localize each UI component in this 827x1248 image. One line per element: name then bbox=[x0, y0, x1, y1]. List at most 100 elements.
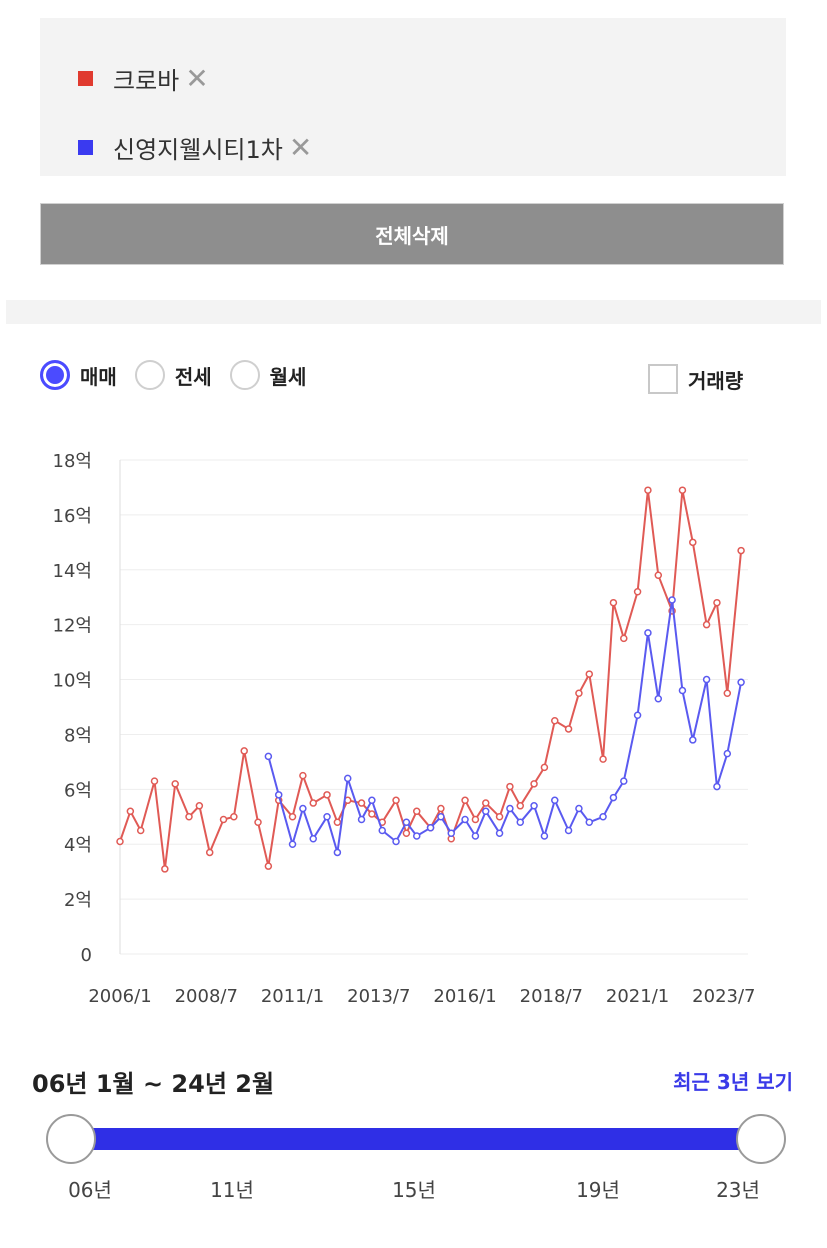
remove-icon[interactable]: ✕ bbox=[185, 61, 209, 95]
data-point bbox=[343, 774, 352, 783]
data-point bbox=[644, 486, 652, 494]
data-point bbox=[437, 813, 445, 821]
data-point bbox=[575, 689, 583, 698]
data-point bbox=[150, 777, 159, 785]
volume-checkbox[interactable] bbox=[648, 364, 678, 394]
data-point bbox=[633, 587, 642, 596]
data-point bbox=[219, 815, 228, 824]
y-tick-label: 8억 bbox=[64, 725, 92, 746]
x-tick-label: 2021/1 bbox=[606, 986, 669, 1007]
data-point bbox=[540, 763, 549, 772]
data-point bbox=[126, 807, 135, 816]
data-point bbox=[620, 777, 628, 785]
data-point bbox=[575, 804, 583, 813]
data-point bbox=[309, 834, 317, 843]
data-point bbox=[471, 815, 480, 824]
legend-panel: 크로바 ✕ 신영지웰시티1차 ✕ bbox=[40, 18, 786, 176]
data-point bbox=[264, 862, 273, 870]
data-point bbox=[668, 596, 676, 604]
radio-label: 매매 bbox=[80, 364, 117, 389]
data-point bbox=[368, 796, 376, 805]
date-range-label: 06년 1월 ~ 24년 2월 bbox=[32, 1070, 275, 1098]
data-point bbox=[357, 815, 366, 824]
data-point bbox=[654, 695, 663, 703]
remove-icon[interactable]: ✕ bbox=[288, 130, 313, 164]
data-point bbox=[564, 826, 573, 835]
data-point bbox=[609, 793, 618, 802]
section-divider bbox=[6, 300, 821, 324]
data-point bbox=[461, 815, 469, 824]
volume-label: 거래량 bbox=[688, 368, 744, 393]
price-chart: 18억 16억 14억 12억 10억 8억 6억 4억 2억 0 2006/1 2008/7 2011… bbox=[0, 430, 827, 1020]
x-tick-label: 2006/1 bbox=[88, 986, 151, 1007]
data-point bbox=[195, 802, 204, 810]
data-point bbox=[254, 818, 262, 827]
data-point bbox=[678, 486, 687, 494]
data-point bbox=[609, 598, 618, 607]
radio-monthly[interactable]: 월세 bbox=[229, 360, 306, 390]
trade-type-radio-group: 매매 전세 월세 bbox=[40, 360, 324, 390]
data-point bbox=[274, 791, 283, 799]
y-tick-label: 18억 bbox=[53, 451, 92, 472]
data-point bbox=[599, 813, 607, 821]
radio-sale[interactable]: 매매 bbox=[40, 360, 117, 390]
volume-toggle[interactable]: 거래량 bbox=[648, 364, 743, 394]
radio-unselected-icon[interactable] bbox=[134, 360, 165, 390]
data-point bbox=[620, 634, 628, 643]
data-point bbox=[654, 571, 663, 580]
y-tick-label: 12억 bbox=[53, 616, 92, 637]
slider-start-handle[interactable] bbox=[46, 1114, 96, 1164]
data-point bbox=[264, 752, 273, 761]
data-point bbox=[426, 824, 435, 832]
slider-end-handle[interactable] bbox=[736, 1114, 786, 1164]
data-point bbox=[161, 865, 169, 873]
slider-tick: 06년 bbox=[68, 1178, 112, 1202]
data-point bbox=[205, 848, 214, 857]
data-point bbox=[599, 755, 607, 763]
clear-all-button[interactable]: 전체삭제 bbox=[40, 203, 784, 265]
x-tick-label: 2016/1 bbox=[433, 986, 496, 1007]
data-point bbox=[392, 796, 400, 805]
data-point bbox=[644, 629, 652, 637]
data-point bbox=[551, 796, 559, 805]
radio-selected-icon[interactable] bbox=[40, 360, 70, 390]
slider-tick: 11년 bbox=[210, 1178, 254, 1202]
data-point bbox=[495, 829, 504, 837]
x-tick-label: 2018/7 bbox=[520, 986, 583, 1007]
radio-unselected-icon[interactable] bbox=[229, 360, 260, 390]
data-point bbox=[461, 796, 469, 805]
data-point bbox=[412, 832, 421, 840]
radio-jeonse[interactable]: 전세 bbox=[134, 360, 212, 390]
data-point bbox=[368, 810, 376, 818]
data-point bbox=[506, 782, 514, 791]
y-tick-label: 6억 bbox=[64, 780, 92, 801]
data-point bbox=[412, 807, 421, 816]
data-point bbox=[299, 771, 307, 780]
y-tick-label: 16억 bbox=[53, 506, 92, 527]
data-point bbox=[288, 840, 297, 848]
slider-tick: 19년 bbox=[576, 1178, 620, 1202]
x-tick-label: 2013/7 bbox=[347, 986, 410, 1007]
data-point bbox=[530, 780, 538, 788]
data-point bbox=[471, 832, 480, 840]
data-point bbox=[585, 818, 594, 827]
data-point bbox=[437, 804, 445, 813]
data-point bbox=[185, 813, 193, 821]
data-point bbox=[323, 791, 331, 799]
data-point bbox=[482, 799, 490, 807]
legend-swatch-blue bbox=[78, 140, 93, 155]
data-point bbox=[116, 837, 124, 846]
data-point bbox=[136, 826, 145, 835]
legend-item-sinyoung: 신영지웰시티1차 ✕ bbox=[78, 130, 312, 165]
data-point bbox=[482, 807, 490, 816]
data-point bbox=[516, 818, 525, 827]
recent-3-years-link[interactable]: 최근 3년 보기 bbox=[673, 1070, 793, 1094]
date-range-slider-track[interactable] bbox=[70, 1128, 760, 1150]
data-point bbox=[240, 747, 248, 755]
data-point bbox=[689, 736, 697, 744]
data-point bbox=[402, 829, 411, 837]
data-point bbox=[516, 802, 525, 810]
data-point bbox=[723, 689, 732, 698]
data-point bbox=[392, 837, 400, 846]
x-tick-label: 2023/7 bbox=[692, 986, 755, 1007]
